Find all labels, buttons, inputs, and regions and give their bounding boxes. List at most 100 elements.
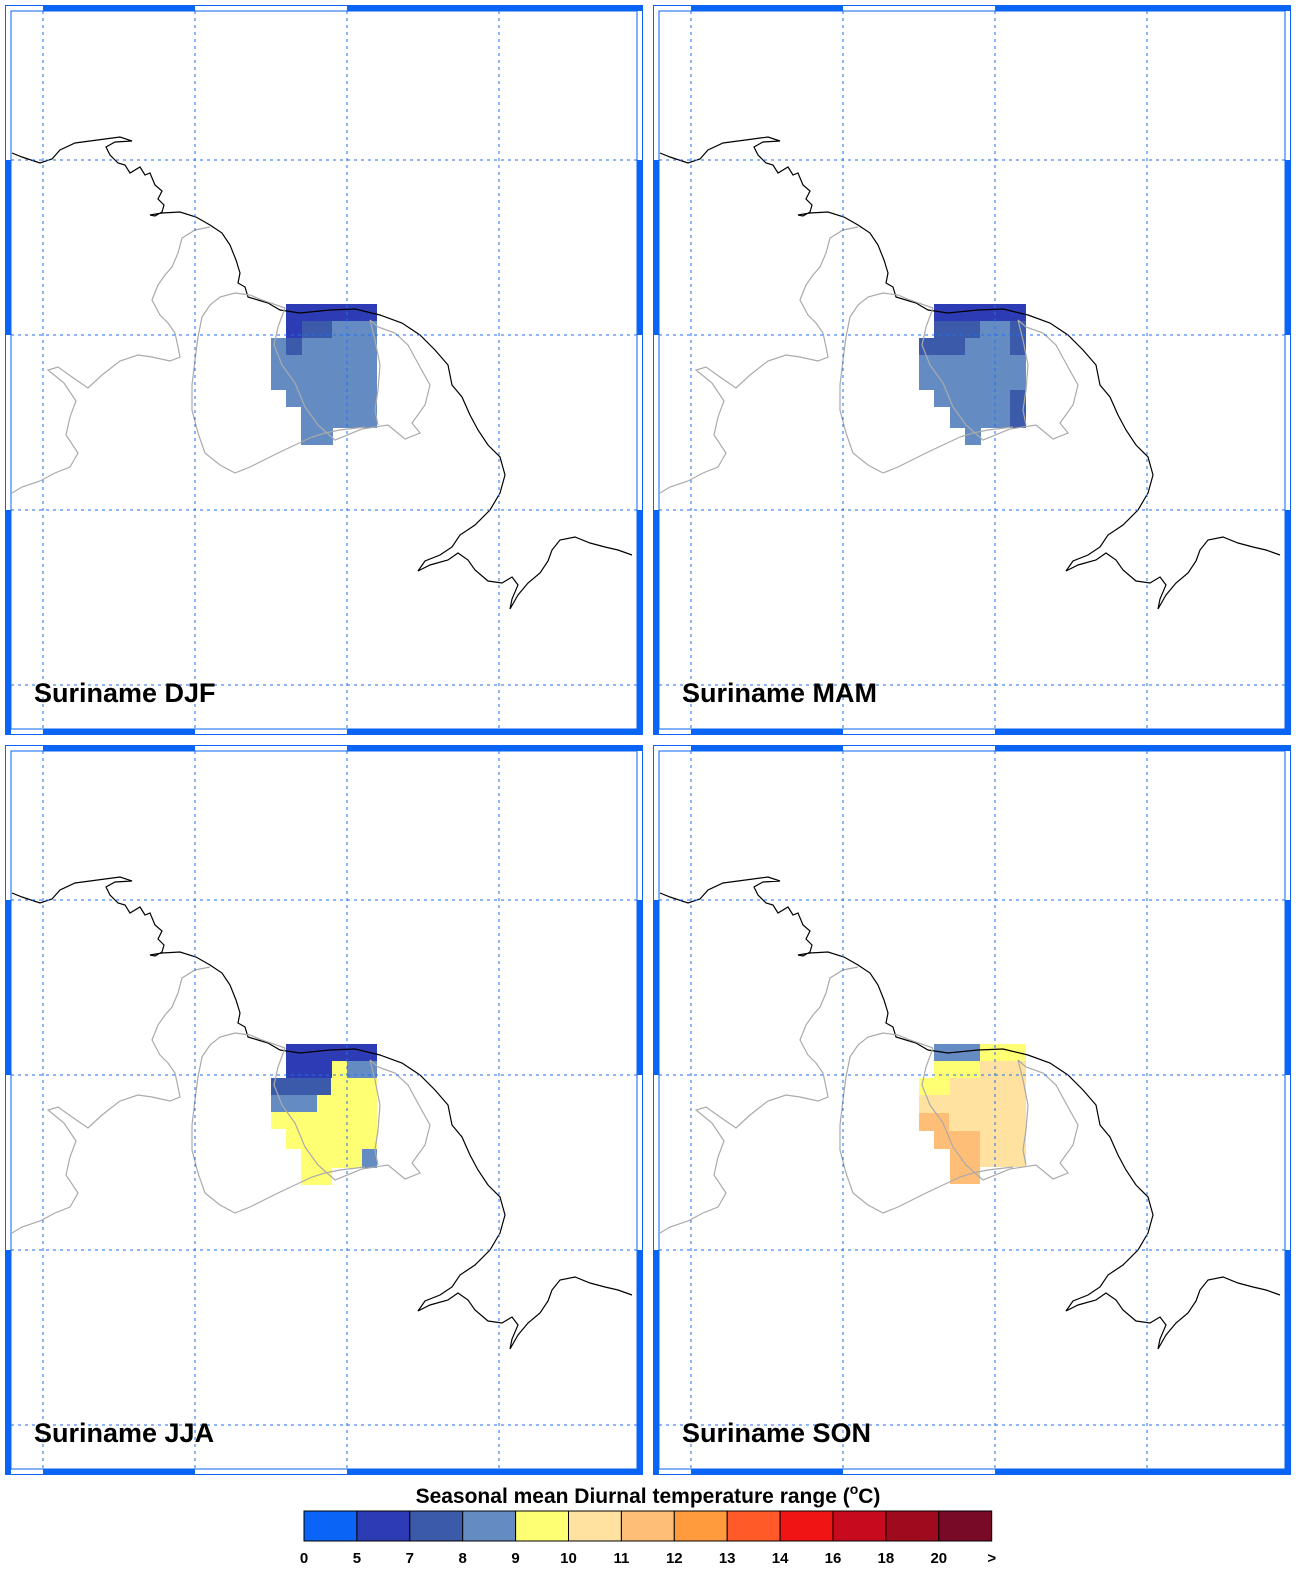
data-cells <box>271 304 377 445</box>
colorbar-box <box>568 1510 622 1542</box>
frame-bar-top <box>995 5 1291 11</box>
frame-bar-right <box>1285 900 1291 1075</box>
colorbar-tick-label: 18 <box>878 1550 895 1567</box>
colorbar-box <box>885 1510 940 1542</box>
frame-bar-left <box>5 900 11 1075</box>
colorbar-title: Seasonal mean Diurnal temperature range … <box>416 1481 881 1508</box>
colorbar-title-unit: C) <box>858 1485 880 1508</box>
frame-bar-bottom <box>43 1469 195 1475</box>
grid-cell <box>1010 355 1026 390</box>
frame-bar-left <box>5 510 11 735</box>
frame-bar-bottom <box>347 729 643 735</box>
map-panels: Suriname DJF Suriname MAM Suriname JJA Suri… <box>5 5 1291 1475</box>
frame-bar-top <box>43 745 195 751</box>
colorbar-box <box>779 1510 834 1542</box>
frame-bar-top <box>43 5 195 11</box>
gridlines <box>11 11 637 729</box>
colorbar-tick-label: 8 <box>459 1550 467 1567</box>
panel-title: Suriname JJA <box>34 1418 214 1448</box>
colorbar-tick-label: 5 <box>353 1550 361 1567</box>
grid-cell <box>347 1061 377 1078</box>
frame-bar-right <box>1285 1250 1291 1475</box>
colorbar-box <box>356 1510 411 1542</box>
frame-bar-bottom <box>995 729 1291 735</box>
panel-inner-frame <box>10 750 638 1470</box>
grid-cell <box>1010 321 1026 355</box>
frame-bar-left <box>5 160 11 335</box>
frame-bar-bottom <box>691 729 843 735</box>
colorbar-tick-label: 7 <box>406 1550 414 1567</box>
gridlines <box>659 751 1285 1469</box>
grid-cell <box>301 428 333 445</box>
frame-bar-left <box>653 900 659 1075</box>
grid-cell <box>980 1131 1026 1149</box>
colorbar-tick-label: 14 <box>772 1550 789 1567</box>
colorbar-title-main: Seasonal mean Diurnal temperature range … <box>416 1485 850 1508</box>
grid-cell <box>934 390 1010 407</box>
grid-cell <box>286 321 302 338</box>
grid-cell <box>301 1149 362 1168</box>
grid-cell <box>286 338 302 355</box>
panel-inner-frame <box>10 10 638 730</box>
frame-bar-top <box>691 5 843 11</box>
frame-bar-bottom <box>995 1469 1291 1475</box>
grid-cell <box>934 1131 980 1149</box>
grid-cell <box>302 321 332 338</box>
frame-bar-left <box>653 510 659 735</box>
grid-cell <box>980 1061 1026 1078</box>
grid-cell <box>919 1078 950 1095</box>
frame-bar-right <box>1285 160 1291 335</box>
grid-cell <box>286 1061 332 1078</box>
grid-cell <box>362 1149 377 1168</box>
colorbar-legend: Seasonal mean Diurnal temperature range … <box>300 1481 996 1567</box>
frame-bar-left <box>5 1250 11 1475</box>
colorbar-title-degree: o <box>850 1481 859 1497</box>
grid-cell <box>980 1149 1026 1167</box>
panel-title: Suriname MAM <box>682 678 877 708</box>
grid-cell <box>949 1113 1026 1131</box>
frame-bar-top <box>347 745 643 751</box>
frame-bar-top <box>995 745 1291 751</box>
grid-cell <box>286 304 377 321</box>
grid-cell <box>980 1044 1026 1061</box>
grid-cell <box>271 355 377 390</box>
grid-cell <box>271 338 286 355</box>
frame-bar-right <box>1285 510 1291 735</box>
grid-cell <box>286 1129 377 1149</box>
frame-bar-left <box>653 1250 659 1475</box>
colorbar-box <box>938 1510 993 1542</box>
grid-cell <box>286 1044 377 1061</box>
data-cells <box>919 1044 1026 1184</box>
frame-bar-bottom <box>347 1469 643 1475</box>
colorbar-tick-label: 11 <box>613 1550 629 1567</box>
map-panel-djf: Suriname DJF <box>5 5 643 735</box>
grid-cell <box>919 338 965 355</box>
grid-cell <box>301 407 377 428</box>
panel-title: Suriname SON <box>682 1418 871 1448</box>
colorbar-tick-label: 10 <box>560 1550 577 1567</box>
frame-bar-top <box>347 5 643 11</box>
colorbar-tick-label: 13 <box>719 1550 736 1567</box>
colorbar-box <box>462 1510 517 1542</box>
grid-cell <box>331 1078 362 1095</box>
colorbar-tick-label: 16 <box>825 1550 842 1567</box>
grid-cell <box>919 1113 949 1131</box>
grid-cell <box>302 338 377 355</box>
grid-cell <box>980 321 1010 338</box>
colorbar-tick-label: 9 <box>511 1550 519 1567</box>
panel-inner-frame <box>658 10 1286 730</box>
colorbar-box <box>303 1510 358 1542</box>
colorbar-box <box>620 1510 675 1542</box>
panel-inner-frame <box>658 750 1286 1470</box>
frame-bar-right <box>637 160 643 335</box>
colorbar-tick-label: 0 <box>300 1550 308 1567</box>
frame-bar-right <box>637 510 643 735</box>
gridlines <box>659 11 1285 729</box>
colorbar-box <box>515 1510 569 1542</box>
grid-cell <box>362 1078 377 1095</box>
grid-cell <box>965 338 1010 355</box>
colorbar-boxes <box>303 1510 993 1542</box>
grid-cell <box>1010 390 1026 428</box>
grid-cell <box>332 1061 347 1078</box>
